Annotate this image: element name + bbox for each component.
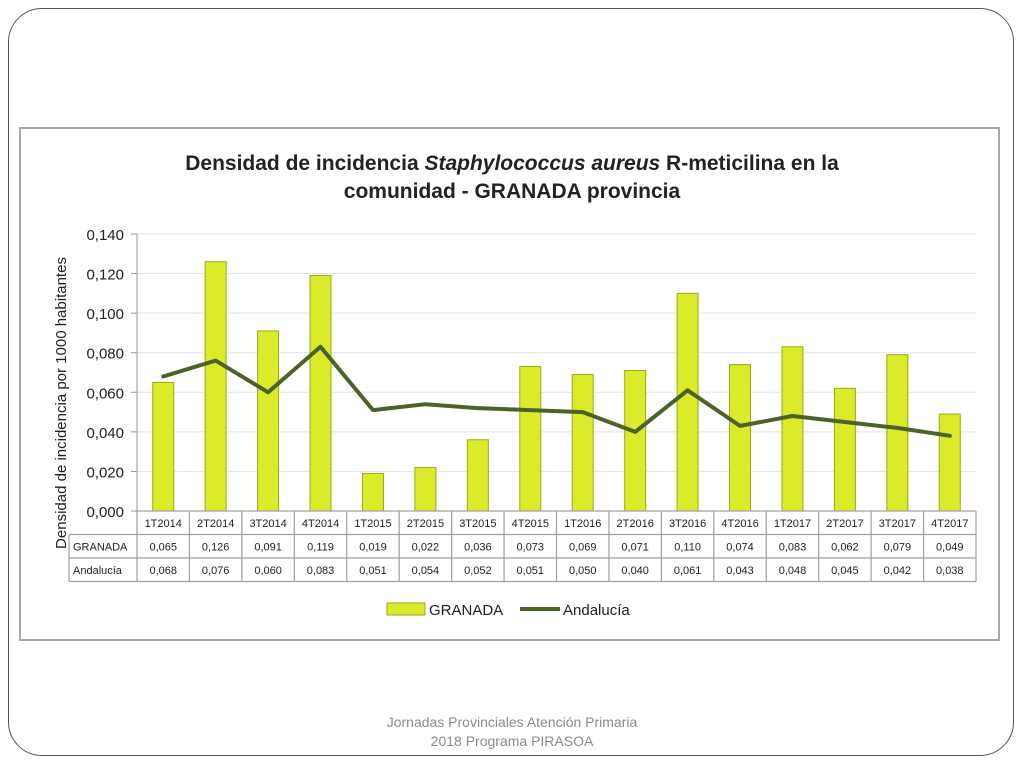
x-category-label: 1T2017: [774, 518, 811, 530]
bar-granada: [152, 381, 175, 512]
data-label: 0,042: [884, 565, 912, 577]
data-label: 0,119: [307, 542, 334, 554]
y-tick-label: 0,120: [86, 267, 124, 284]
data-label: 0,074: [726, 542, 754, 554]
x-category-label: 2T2017: [826, 518, 863, 530]
data-label: 0,043: [726, 565, 754, 577]
data-label: 0,048: [779, 565, 807, 577]
data-label: 0,076: [202, 565, 230, 577]
bar-granada: [624, 370, 647, 512]
data-label: 0,052: [464, 565, 492, 577]
x-category-label: 3T2016: [669, 518, 706, 530]
data-label: 0,083: [779, 542, 807, 554]
y-axis-title: Densidad de incidencia por 1000 habitant…: [53, 257, 70, 549]
y-tick-label: 0,040: [86, 425, 124, 442]
legend-swatch-granada: [386, 602, 426, 616]
bar-granada: [781, 346, 804, 512]
y-tick-label: 0,000: [86, 504, 124, 521]
data-label: 0,036: [464, 542, 492, 554]
data-label: 0,051: [359, 565, 387, 577]
data-label: 0,091: [254, 542, 282, 554]
data-label: 0,110: [674, 542, 701, 554]
bar-granada: [938, 413, 961, 512]
x-category-label: 2T2015: [407, 518, 444, 530]
data-label: 0,062: [831, 542, 859, 554]
data-label: 0,045: [831, 565, 859, 577]
bar-granada: [466, 439, 489, 512]
x-category-label: 1T2016: [564, 518, 601, 530]
data-label: 0,068: [149, 565, 177, 577]
footer: Jornadas Provinciales Atención Primaria …: [0, 713, 1024, 751]
footer-line-1: Jornadas Provinciales Atención Primaria: [386, 714, 638, 730]
data-label: 0,069: [569, 542, 597, 554]
bar-granada: [729, 364, 752, 512]
chart-title-line-1: Densidad de incidencia Staphylococcus au…: [0, 150, 1024, 178]
table-row-label-granada: GRANADA: [73, 542, 128, 554]
y-tick-label: 0,060: [86, 385, 124, 402]
y-tick-label: 0,140: [86, 227, 124, 244]
legend-label-granada: GRANADA: [429, 602, 503, 619]
data-label: 0,049: [936, 542, 964, 554]
data-label: 0,038: [936, 565, 964, 577]
bar-granada: [833, 387, 856, 512]
data-label: 0,040: [621, 565, 649, 577]
data-label: 0,061: [674, 565, 702, 577]
data-label: 0,071: [621, 542, 649, 554]
y-tick-label: 0,080: [86, 346, 124, 363]
x-category-label: 4T2015: [512, 518, 549, 530]
footer-line-2: 2018 Programa PIRASOA: [430, 733, 594, 749]
x-category-label: 3T2017: [879, 518, 916, 530]
data-label: 0,065: [149, 542, 177, 554]
x-category-label: 3T2015: [459, 518, 496, 530]
y-tick-label: 0,020: [86, 464, 124, 481]
x-category-label: 4T2017: [931, 518, 968, 530]
chart-title: Densidad de incidencia Staphylococcus au…: [0, 150, 1024, 206]
data-label: 0,083: [307, 565, 335, 577]
data-label: 0,022: [412, 542, 440, 554]
chart-title-part-3: R-meticilina en la: [660, 152, 839, 175]
data-label: 0,079: [884, 542, 912, 554]
data-label: 0,073: [517, 542, 545, 554]
data-label: 0,051: [517, 565, 545, 577]
bar-granada: [519, 366, 542, 512]
table-row-label-andalucia: Andalucía: [73, 565, 123, 577]
x-category-label: 2T2014: [197, 518, 234, 530]
chart-title-species: Staphylococcus aureus: [424, 152, 661, 175]
x-category-label: 1T2014: [145, 518, 182, 530]
x-category-label: 4T2014: [302, 518, 339, 530]
data-label: 0,054: [412, 565, 440, 577]
chart-title-part-1: Densidad de incidencia: [185, 152, 425, 175]
bar-granada: [571, 373, 594, 512]
bar-granada: [361, 472, 384, 512]
chart-title-line-2: comunidad - GRANADA provincia: [343, 180, 681, 203]
data-label: 0,060: [254, 565, 282, 577]
bar-granada: [309, 275, 332, 512]
x-category-label: 2T2016: [617, 518, 654, 530]
data-label: 0,019: [359, 542, 387, 554]
bar-granada: [204, 261, 227, 512]
data-label: 0,050: [569, 565, 597, 577]
bar-granada: [414, 466, 437, 512]
data-label: 0,126: [202, 542, 230, 554]
bar-granada: [886, 354, 909, 512]
chart-area: [19, 127, 1000, 641]
legend-label-andalucia: Andalucía: [563, 602, 630, 619]
x-category-label: 1T2015: [354, 518, 391, 530]
x-category-label: 4T2016: [721, 518, 758, 530]
y-tick-label: 0,100: [86, 306, 124, 323]
bar-granada: [257, 330, 280, 512]
line-andalucia: [161, 344, 952, 438]
x-category-label: 3T2014: [249, 518, 286, 530]
bar-granada: [676, 292, 699, 512]
